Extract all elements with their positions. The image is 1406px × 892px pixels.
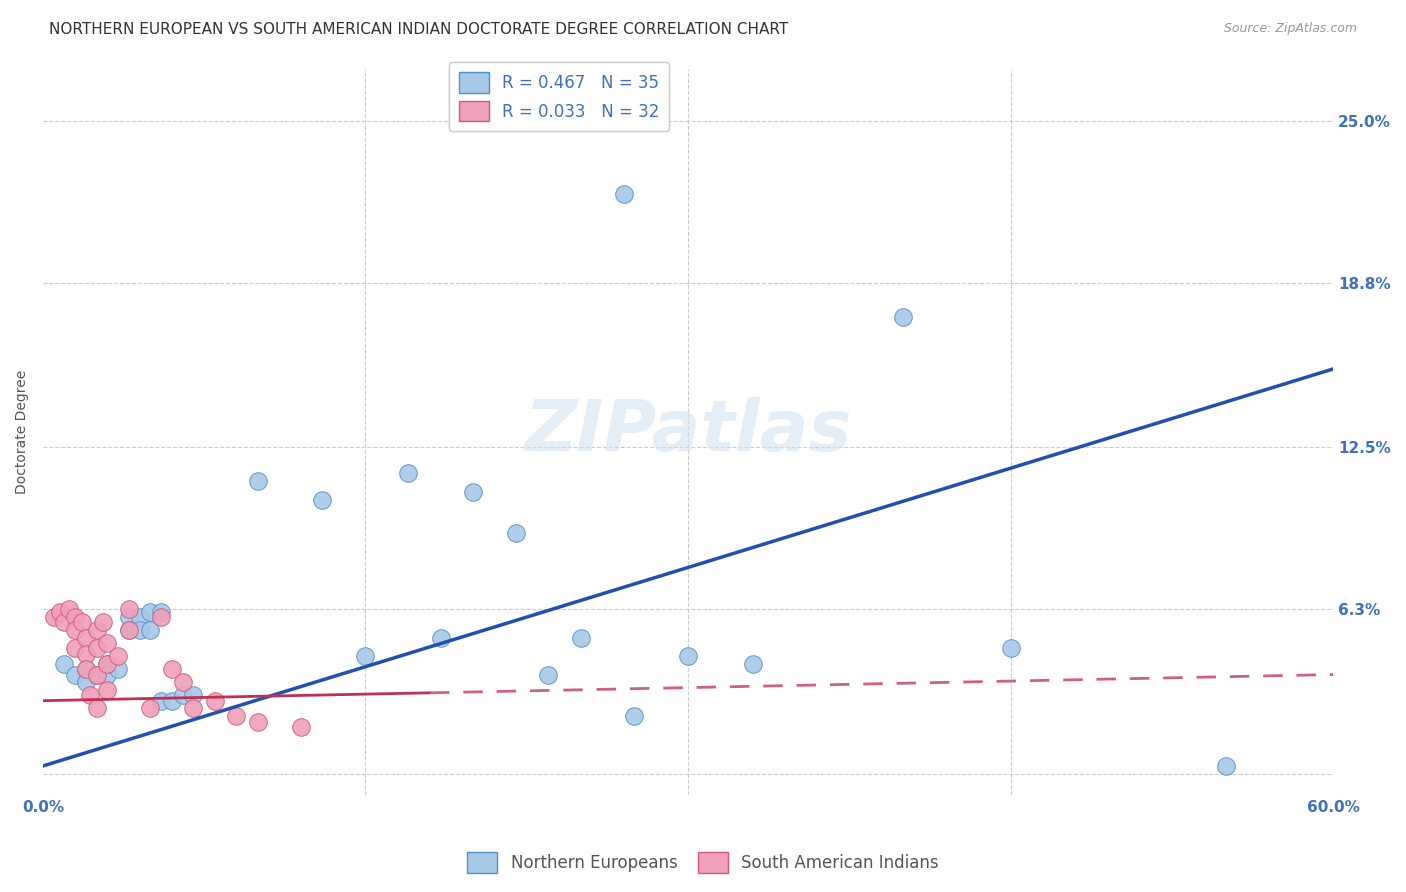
Point <box>429 631 451 645</box>
Point <box>96 683 118 698</box>
Point <box>150 610 173 624</box>
Point <box>107 662 129 676</box>
Point <box>150 605 173 619</box>
Point <box>505 526 527 541</box>
Point <box>96 657 118 671</box>
Point <box>91 615 114 630</box>
Point <box>204 693 226 707</box>
Point <box>86 701 108 715</box>
Point <box>96 636 118 650</box>
Point <box>128 623 150 637</box>
Point <box>42 610 65 624</box>
Legend: Northern Europeans, South American Indians: Northern Europeans, South American India… <box>461 846 945 880</box>
Point <box>86 641 108 656</box>
Point <box>118 623 141 637</box>
Text: Source: ZipAtlas.com: Source: ZipAtlas.com <box>1223 22 1357 36</box>
Point <box>160 662 183 676</box>
Text: ZIPatlas: ZIPatlas <box>524 397 852 467</box>
Point <box>569 631 592 645</box>
Point <box>676 649 699 664</box>
Point <box>75 675 97 690</box>
Point <box>183 689 205 703</box>
Point <box>1000 641 1022 656</box>
Point <box>75 647 97 661</box>
Point <box>53 615 76 630</box>
Point <box>63 667 86 681</box>
Point <box>246 475 269 489</box>
Point <box>461 484 484 499</box>
Point <box>79 689 101 703</box>
Point <box>150 693 173 707</box>
Point <box>160 693 183 707</box>
Point <box>246 714 269 729</box>
Point <box>891 310 914 324</box>
Point <box>58 602 80 616</box>
Point <box>86 623 108 637</box>
Point <box>139 623 162 637</box>
Point <box>118 610 141 624</box>
Point <box>612 186 634 201</box>
Point <box>63 610 86 624</box>
Point <box>49 605 72 619</box>
Point <box>86 667 108 681</box>
Point <box>75 662 97 676</box>
Point <box>75 662 97 676</box>
Legend: R = 0.467   N = 35, R = 0.033   N = 32: R = 0.467 N = 35, R = 0.033 N = 32 <box>449 62 669 131</box>
Point <box>139 605 162 619</box>
Point <box>183 701 205 715</box>
Point <box>172 675 194 690</box>
Point <box>63 641 86 656</box>
Point <box>128 610 150 624</box>
Point <box>86 667 108 681</box>
Point <box>75 631 97 645</box>
Point <box>118 602 141 616</box>
Point <box>118 623 141 637</box>
Point <box>96 657 118 671</box>
Point <box>107 649 129 664</box>
Point <box>741 657 763 671</box>
Text: NORTHERN EUROPEAN VS SOUTH AMERICAN INDIAN DOCTORATE DEGREE CORRELATION CHART: NORTHERN EUROPEAN VS SOUTH AMERICAN INDI… <box>49 22 789 37</box>
Point <box>70 615 93 630</box>
Point <box>63 623 86 637</box>
Point <box>53 657 76 671</box>
Point <box>537 667 560 681</box>
Point <box>1215 759 1237 773</box>
Point <box>623 709 645 723</box>
Point <box>139 701 162 715</box>
Point <box>398 467 420 481</box>
Point <box>290 720 312 734</box>
Point <box>311 492 333 507</box>
Point <box>172 689 194 703</box>
Point <box>96 667 118 681</box>
Point <box>225 709 247 723</box>
Point <box>354 649 377 664</box>
Y-axis label: Doctorate Degree: Doctorate Degree <box>15 369 30 494</box>
